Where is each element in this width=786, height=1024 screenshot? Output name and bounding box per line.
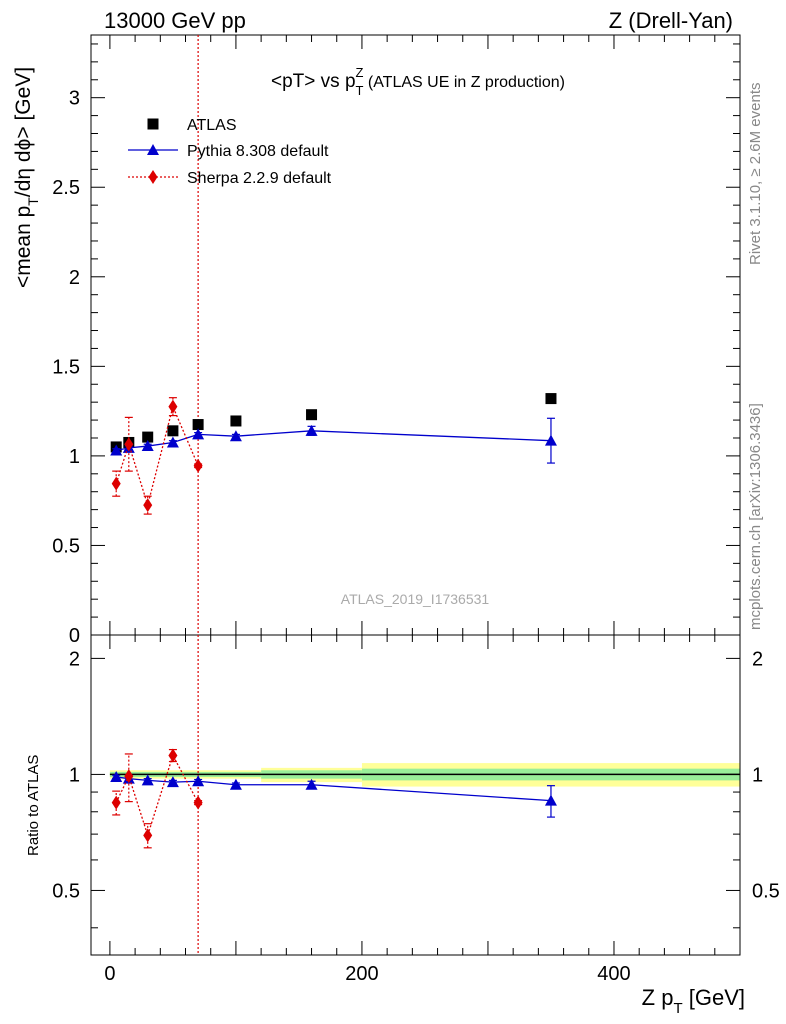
pythia-main-point [110,444,123,456]
sherpa-main-point [193,458,203,473]
main-y-tick-label: 1 [69,446,80,468]
legend-atlas-marker [147,118,159,130]
main-y-tick-label: 0 [69,625,80,647]
pythia-ratio-point [141,774,154,786]
ratio-y-tick-label: 2 [69,648,80,670]
energy-label: 13000 GeV pp [104,8,246,33]
pythia-main-line [116,430,551,452]
x-tick-label: 400 [597,963,630,985]
legend-sherpa-marker [148,170,158,184]
sherpa-main-point [168,399,178,414]
sherpa-ratio-point [193,795,203,810]
x-axis-label: Z pT [GeV] [642,985,745,1017]
atlas-data-point [192,419,204,431]
atlas-data-point [545,393,557,405]
pythia-main-point [305,424,318,436]
pythia-main-point [141,440,154,452]
ratio-y-tick-label-right: 0.5 [752,880,780,902]
main-y-tick-label: 0.5 [52,535,80,557]
pythia-ratio-point [305,778,318,790]
legend-pythia-marker [147,144,159,155]
pythia-main-point [166,436,179,448]
ratio-y-tick-label: 1 [69,764,80,786]
ratio-frame [90,634,741,956]
atlas-data-point [306,409,318,421]
ratio-y-tick-label-right: 1 [752,764,763,786]
process-label: Z (Drell-Yan) [609,8,733,33]
legend-atlas-label: ATLAS [187,117,237,134]
main-y-axis-label: <mean pT/dη dϕ> [GeV] [12,67,41,288]
legend-pythia-label: Pythia 8.308 default [187,143,329,160]
rivet-label: Rivet 3.1.10, ≥ 2.6M events [747,83,764,266]
main-y-tick-label: 1.5 [52,356,80,378]
x-tick-label: 200 [345,963,378,985]
sherpa-ratio-line [115,753,199,838]
atlas-data-point [230,415,242,427]
sherpa-ratio-point [143,828,153,843]
main-y-tick-label: 3 [69,88,80,110]
analysis-watermark: ATLAS_2019_I1736531 [341,591,490,607]
ratio-y-axis-label: Ratio to ATLAS [25,755,42,856]
pythia-ratio-point [166,776,179,788]
main-y-tick-label: 2.5 [52,177,80,199]
pythia-ratio-point [229,778,242,790]
sherpa-ratio-point [168,748,178,763]
pythia-ratio-point [110,770,123,782]
pythia-ratio-point [544,794,557,806]
atlas-data-point [167,425,179,437]
ratio-bands [109,763,740,787]
main-y-tick-label: 2 [69,267,80,289]
sherpa-ratio-point [111,795,121,810]
sherpa-main-point [111,476,121,491]
data-group [110,35,557,955]
sherpa-main-point [124,437,134,452]
legend-sherpa-label: Sherpa 2.2.9 default [187,170,332,187]
x-tick-label: 0 [104,963,115,985]
plot-title: <pT> vs pZ T (ATLAS UE in Z production) [271,65,565,98]
ratio-y-tick-label-right: 2 [752,648,763,670]
pythia-main-point [229,430,242,442]
sherpa-ratio-point [124,769,134,784]
ratio-y-tick-label: 0.5 [52,880,80,902]
mcplots-label: mcplots.cern.ch [arXiv:1306.3436] [747,403,764,630]
pythia-main-point [192,428,205,440]
axes-group: 00.511.522.530.5 0.51 12 20 200 400 [52,34,780,985]
sherpa-main-point [143,498,153,513]
legend: ATLAS Pythia 8.308 default Sherpa 2.2.9 de… [128,117,332,187]
pythia-main-point [544,434,557,446]
atlas-data-point [142,431,154,443]
pythia-ratio-point [192,775,205,787]
